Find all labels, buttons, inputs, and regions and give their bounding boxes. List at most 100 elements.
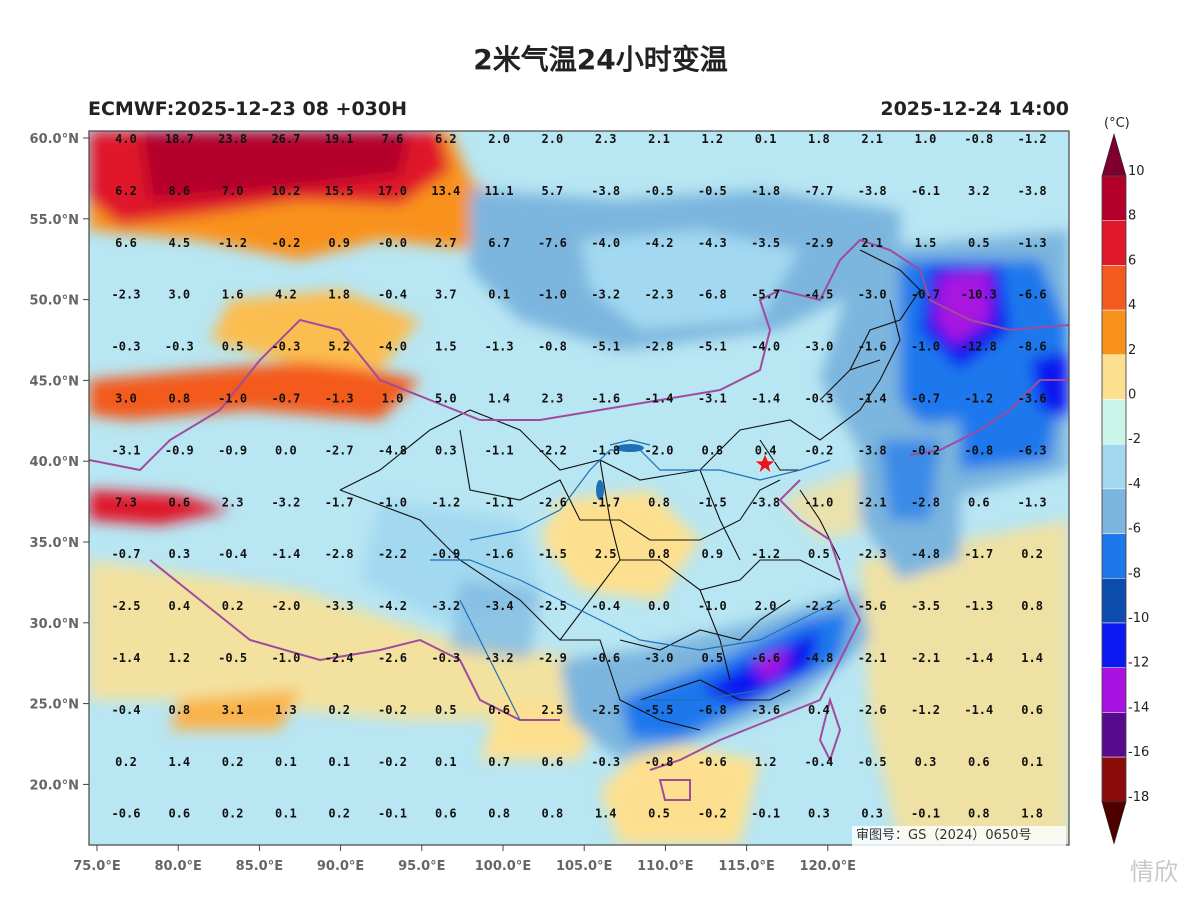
grid-value: -2.6	[378, 651, 407, 665]
grid-value: 4.2	[275, 288, 297, 302]
grid-value: -1.2	[431, 495, 460, 509]
capital-star-icon	[754, 453, 776, 474]
temperature-field: 4.0 18.7 23.8 26.7 19.1 7.6 6.2 2.0 2.0 2.3 2.1 1.2…	[89, 131, 1100, 845]
grid-value: -0.0	[378, 236, 407, 250]
grid-value: -2.7	[325, 443, 354, 457]
grid-value: 2.2	[1075, 184, 1097, 198]
grid-value: 26.7	[271, 132, 300, 146]
grid-value: 0.5	[222, 340, 244, 354]
grid-value: 8.6	[168, 184, 190, 198]
grid-value: -0.4	[218, 547, 247, 561]
watermark: 情欣	[1130, 858, 1178, 886]
grid-value: 0.9	[701, 547, 723, 561]
grid-value: -2.5	[538, 599, 567, 613]
grid-value: 1.4	[1021, 651, 1043, 665]
y-tick-label: 60.0°N	[30, 132, 79, 147]
grid-value: -5.5	[645, 703, 674, 717]
grid-value: -4.3	[698, 236, 727, 250]
grid-value: -2.2	[538, 443, 567, 457]
grid-value: 0.3	[861, 807, 883, 821]
grid-value: -2.4	[325, 651, 354, 665]
grid-value: -0.5	[645, 184, 674, 198]
colorbar-top-arrow	[1101, 132, 1127, 177]
grid-value: -6.6	[1018, 288, 1047, 302]
grid-value: -1.7	[591, 495, 620, 509]
colorbar-tick-label: -8	[1128, 566, 1141, 581]
grid-value: -0.8	[538, 340, 567, 354]
grid-value: -1.0	[698, 599, 727, 613]
grid-value: 15.5	[325, 184, 354, 198]
grid-value: -4.5	[804, 288, 833, 302]
grid-value: 2.3	[222, 495, 244, 509]
grid-value: -0.4	[591, 599, 620, 613]
grid-value: 0.5	[435, 703, 457, 717]
grid-value: 0.5	[808, 547, 830, 561]
grid-value: -1.2	[1018, 132, 1047, 146]
grid-value: 10.2	[271, 184, 300, 198]
colorbar-tick-label: 8	[1128, 209, 1136, 224]
grid-value: 7.0	[222, 184, 244, 198]
grid-value: 5.0	[435, 392, 457, 406]
grid-value: -6.8	[698, 703, 727, 717]
grid-value: -0.3	[112, 340, 141, 354]
grid-value: -1.4	[751, 392, 780, 406]
grid-value: -1.3	[325, 392, 354, 406]
grid-value: 0.8	[701, 443, 723, 457]
grid-value: 1.8	[1021, 807, 1043, 821]
grid-value: 0.6	[542, 755, 564, 769]
colorbar-segment	[1101, 756, 1127, 803]
colorbar-segment	[1101, 175, 1127, 221]
grid-value: 0.6	[968, 755, 990, 769]
grid-value: -0.5	[698, 184, 727, 198]
grid-value: 2.1	[648, 132, 670, 146]
grid-value: -1.3	[485, 340, 514, 354]
grid-value: 0.8	[1021, 599, 1043, 613]
grid-value: -4.0	[591, 236, 620, 250]
grid-value: -2.5	[591, 703, 620, 717]
grid-value: -0.9	[218, 443, 247, 457]
y-axis: 60.0°N 55.0°N 50.0°N 45.0°N 40.0°N 35.0°N 30.0…	[30, 132, 89, 793]
grid-value: -0.7	[911, 392, 940, 406]
grid-value: -1.3	[1018, 236, 1047, 250]
grid-value: 4.5	[168, 236, 190, 250]
grid-value: 1.2	[755, 755, 777, 769]
grid-value: -3.2	[271, 495, 300, 509]
map-title: 2米气温24小时变温	[473, 43, 728, 76]
grid-value: -3.6	[1018, 392, 1047, 406]
grid-value: -9.1	[1071, 340, 1100, 354]
grid-value: -1.2	[964, 392, 993, 406]
grid-value: -7.6	[1071, 132, 1100, 146]
grid-value: -0.3	[165, 340, 194, 354]
grid-value: -3.8	[1018, 184, 1047, 198]
grid-value: 0.4	[755, 443, 777, 457]
grid-value: -3.6	[751, 703, 780, 717]
grid-value: 0.1	[328, 755, 350, 769]
grid-value: 0.1	[435, 755, 457, 769]
grid-value: -1.0	[378, 495, 407, 509]
grid-value: 0.2	[328, 807, 350, 821]
colorbar-tick-label: -6	[1128, 522, 1141, 537]
grid-value: -3.1	[112, 443, 141, 457]
grid-value: -0.8	[964, 443, 993, 457]
grid-value: -4.2	[645, 236, 674, 250]
grid-value: 1.4	[595, 807, 617, 821]
colorbar-segment	[1101, 354, 1127, 400]
grid-value: -2.0	[645, 443, 674, 457]
grid-value: -0.6	[698, 755, 727, 769]
grid-value: -7.7	[1071, 392, 1100, 406]
x-tick-label: 80.0°E	[154, 859, 201, 874]
grid-value: 0.9	[1075, 807, 1097, 821]
grid-value: -2.9	[804, 236, 833, 250]
grid-value: 3.0	[115, 392, 137, 406]
grid-value: 0.8	[648, 547, 670, 561]
colorbar-tick-label: 6	[1128, 253, 1136, 268]
colorbar-tick-label: 2	[1128, 343, 1136, 358]
grid-value: -1.8	[751, 184, 780, 198]
grid-value: 2.3	[595, 132, 617, 146]
grid-value: 1.2	[168, 651, 190, 665]
grid-value: 1.4	[168, 755, 190, 769]
grid-value: -0.6	[591, 651, 620, 665]
y-tick-label: 50.0°N	[30, 294, 79, 309]
x-axis: 75.0°E 80.0°E 85.0°E 90.0°E 95.0°E 100.0°E 105…	[73, 845, 856, 874]
grid-value: -1.0	[804, 495, 833, 509]
